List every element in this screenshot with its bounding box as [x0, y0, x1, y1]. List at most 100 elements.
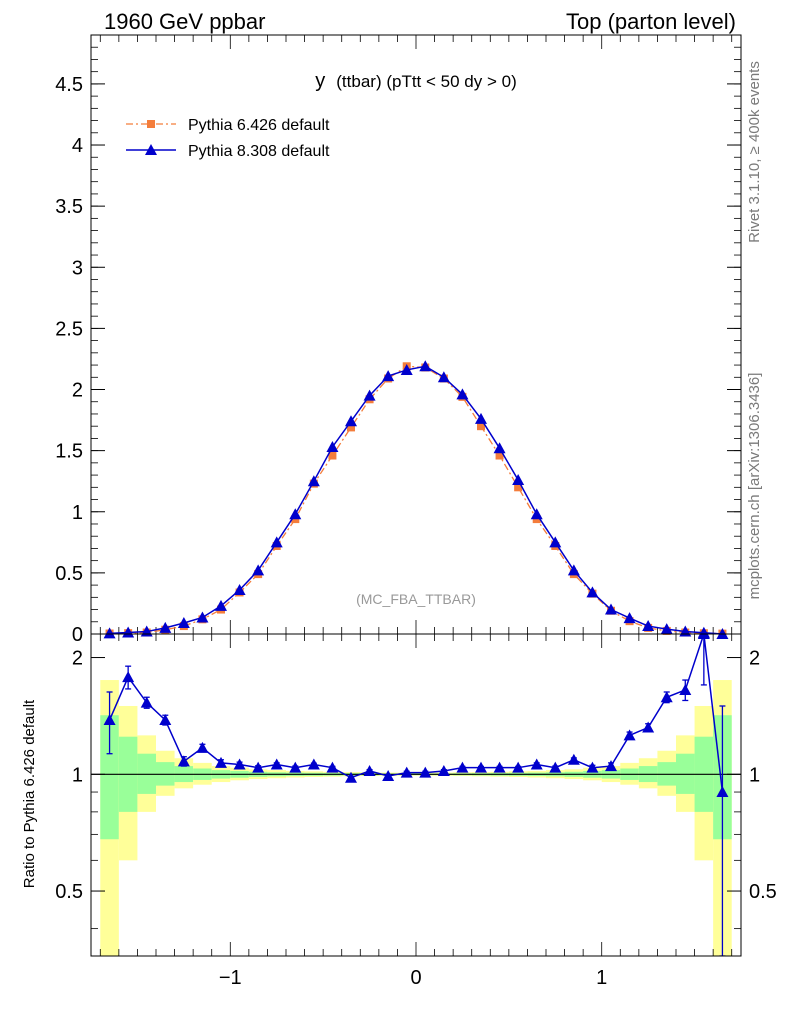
ratio-xtick-label: −1: [219, 967, 242, 989]
data-point-pythia8: [233, 583, 246, 595]
main-ytick-label: 3.5: [55, 196, 83, 218]
ratio-series-line: [108, 634, 724, 793]
ratio-ytick-label-right: 1: [749, 764, 760, 786]
ratio-data-point: [177, 755, 190, 767]
data-point-pythia8: [196, 611, 209, 623]
data-point-pythia8: [419, 360, 432, 372]
data-point-pythia8: [549, 536, 562, 548]
ratio-data-point: [549, 761, 562, 773]
ratio-data-point: [679, 683, 692, 695]
data-point-pythia6: [514, 483, 523, 492]
main-ytick-label: 1: [72, 502, 83, 524]
data-point-pythia8: [289, 508, 302, 520]
series-line-pythia6: [109, 365, 723, 635]
ratio-inner: [91, 634, 741, 956]
header-right: Top (parton level): [566, 9, 736, 34]
data-point-pythia6: [328, 451, 337, 460]
data-point-pythia8: [215, 599, 227, 611]
main-ytick-label: 2.5: [55, 318, 83, 340]
ratio-data-point: [697, 634, 710, 639]
ratio-data-point: [252, 761, 265, 773]
data-point-pythia6: [347, 423, 355, 432]
data-point-pythia8: [307, 475, 320, 487]
ratio-data-point: [456, 761, 469, 773]
plot-title: y (ttbar) (pTtt < 50 dy > 0): [315, 70, 516, 92]
legend-marker-pythia6: [147, 120, 155, 128]
legend-label-pythia6: Pythia 6.426 default: [188, 117, 330, 134]
legend: Pythia 6.426 default Pythia 8.308 defaul…: [126, 117, 330, 160]
legend-label-pythia8: Pythia 8.308 default: [188, 143, 330, 160]
ratio-ytick-label: 1: [72, 764, 83, 786]
data-point-pythia8: [437, 371, 450, 383]
data-point-pythia8: [400, 363, 413, 375]
data-point-pythia6: [495, 451, 504, 460]
ratio-data-point: [289, 761, 302, 773]
ratio-data-point: [326, 761, 339, 773]
plot-title-sub: (ttbar) (pTtt < 50 dy > 0): [336, 72, 516, 91]
data-point-pythia8: [456, 388, 469, 400]
side-label-mcplots: mcplots.cern.ch [arXiv:1306.3436]: [746, 373, 763, 600]
data-point-pythia8: [475, 412, 487, 424]
data-point-pythia8: [159, 621, 172, 633]
legend-marker-pythia8: [145, 144, 157, 155]
ratio-data-point: [586, 761, 599, 773]
data-point-pythia8: [642, 620, 655, 632]
ratio-band-green: [100, 715, 119, 840]
ratio-data-point: [382, 769, 395, 781]
ratio-ylabel: Ratio to Pythia 6.426 default: [21, 699, 38, 888]
data-point-pythia8: [382, 370, 395, 382]
data-point-pythia8: [345, 415, 357, 427]
data-point-pythia8: [326, 440, 339, 452]
ratio-data-point: [660, 691, 673, 703]
ratio-data-point: [419, 766, 432, 778]
data-point-pythia8: [586, 586, 599, 598]
data-point-pythia8: [493, 442, 506, 454]
ratio-ytick-label: 2: [72, 648, 83, 670]
series-line-pythia8: [109, 365, 723, 635]
ratio-data-point: [159, 714, 172, 726]
main-ytick-label: 3: [72, 257, 83, 279]
plot-title-main: y: [315, 70, 325, 92]
data-point-pythia8: [122, 626, 135, 638]
main-ytick-label: 4: [72, 135, 83, 157]
main-ytick-label: 1.5: [55, 441, 83, 463]
data-point-pythia8: [605, 603, 617, 615]
main-ytick-label: 4.5: [55, 74, 83, 96]
ratio-data-point: [437, 764, 450, 776]
ratio-plot: 0.5 0.5 1 1 2 2 −1 0 1: [55, 633, 777, 989]
ratio-ytick-label-right: 2: [749, 648, 760, 670]
main-ytick-label: 0: [72, 624, 83, 646]
data-point-pythia8: [103, 627, 116, 639]
ratio-data-point: [122, 671, 135, 683]
ratio-data-point: [140, 696, 153, 708]
ratio-data-point: [233, 758, 246, 770]
ratio-data-point: [512, 761, 525, 773]
ratio-data-point: [270, 758, 283, 770]
ratio-data-point: [530, 758, 543, 770]
ratio-data-point: [642, 721, 655, 733]
ratio-ytick-label: 0.5: [55, 881, 83, 903]
main-ytick-label: 2: [72, 380, 83, 402]
ratio-data-point: [623, 729, 636, 741]
side-label-rivet: Rivet 3.1.10, ≥ 400k events: [746, 61, 763, 243]
ratio-data-point: [307, 758, 320, 770]
ratio-data-point: [196, 741, 209, 753]
ratio-frame: [90, 633, 742, 957]
ratio-xtick-label: 0: [410, 967, 421, 989]
ratio-data-point: [493, 761, 506, 773]
data-point-pythia8: [177, 616, 190, 628]
ratio-xtick-label: 1: [596, 967, 607, 989]
data-point-pythia8: [252, 564, 265, 576]
main-ytick-label: 0.5: [55, 563, 83, 585]
data-point-pythia8: [623, 612, 636, 624]
ratio-data-point: [567, 753, 580, 765]
ratio-data-point: [215, 756, 227, 768]
data-point-pythia8: [363, 389, 376, 401]
ratio-data-point: [716, 786, 729, 798]
ratio-data-point: [400, 766, 413, 778]
watermark: (MC_FBA_TTBAR): [356, 591, 476, 607]
data-point-pythia8: [567, 564, 580, 576]
main-plot: 0 0.5 1 1.5 2 2.5 3 3.5 4 4.5: [55, 34, 742, 646]
ratio-data-point: [363, 764, 376, 776]
